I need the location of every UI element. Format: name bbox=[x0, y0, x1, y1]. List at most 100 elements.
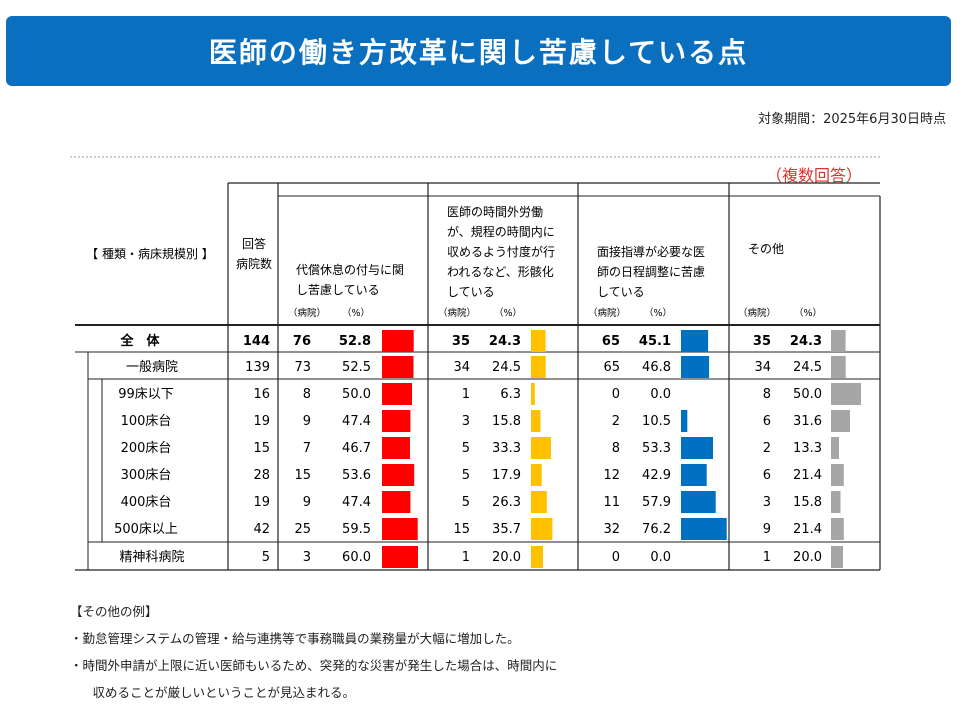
series4-bar bbox=[831, 464, 844, 486]
series4-percent: 50.0 bbox=[793, 387, 822, 402]
series1-count: 3 bbox=[303, 550, 311, 565]
series1-percent: 50.0 bbox=[342, 387, 371, 402]
series4-count: 34 bbox=[754, 360, 771, 375]
series3-bar bbox=[681, 464, 707, 486]
series3-count: 65 bbox=[603, 360, 620, 375]
unit-percent-col1: （%） bbox=[342, 307, 370, 319]
series4-count: 6 bbox=[763, 414, 771, 429]
row-label: 400床台 bbox=[121, 495, 172, 510]
multiple-answers-label: （複数回答） bbox=[766, 166, 863, 185]
notes-heading: 【その他の例】 bbox=[70, 604, 158, 619]
series3-count: 0 bbox=[612, 550, 620, 565]
series1-bar bbox=[382, 491, 411, 513]
series1-bar bbox=[382, 330, 414, 352]
respondent-count: 139 bbox=[245, 360, 270, 375]
dotted-divider bbox=[70, 156, 880, 158]
table-row: 99床以下 16 8 50.0 1 6.3 0 0.0 8 50.0 bbox=[118, 383, 861, 405]
table-row: 全 体 144 76 52.8 35 24.3 65 45.1 35 24.3 bbox=[119, 330, 846, 352]
series4-bar bbox=[831, 330, 846, 352]
series4-count: 1 bbox=[763, 550, 771, 565]
series3-count: 32 bbox=[603, 522, 620, 537]
series2-bar bbox=[531, 491, 547, 513]
series1-bar bbox=[382, 410, 411, 432]
count-header-line2: 病院数 bbox=[236, 256, 272, 271]
col3-header-line1: 面接指導が必要な医 bbox=[597, 244, 705, 259]
table-row: 精神科病院 5 3 60.0 1 20.0 0 0.0 1 20.0 bbox=[119, 546, 843, 568]
series4-bar bbox=[831, 437, 839, 459]
series3-bar bbox=[681, 330, 709, 352]
series2-percent: 6.3 bbox=[500, 387, 521, 402]
series1-percent: 47.4 bbox=[342, 495, 371, 510]
series1-count: 9 bbox=[303, 495, 311, 510]
series2-percent: 24.5 bbox=[492, 360, 521, 375]
notes-item-2: ・時間外申請が上限に近い医師もいるため、突発的な災害が発生した場合は、時間内に bbox=[70, 658, 558, 673]
series4-bar bbox=[831, 356, 846, 378]
series1-percent: 59.5 bbox=[342, 522, 371, 537]
series1-count: 25 bbox=[294, 522, 311, 537]
series1-percent: 46.7 bbox=[342, 441, 371, 456]
series3-count: 0 bbox=[612, 387, 620, 402]
other-examples: 【その他の例】 ・勤怠管理システムの管理・給与連携等で事務職員の業務量が大幅に増… bbox=[70, 598, 557, 706]
series4-percent: 31.6 bbox=[793, 414, 822, 429]
row-label: 500床以上 bbox=[114, 522, 178, 537]
series2-count: 35 bbox=[452, 334, 470, 349]
series1-percent: 60.0 bbox=[342, 550, 371, 565]
series2-percent: 20.0 bbox=[492, 550, 521, 565]
table-row: 400床台 19 9 47.4 5 26.3 11 57.9 3 15.8 bbox=[121, 491, 841, 513]
series2-percent: 26.3 bbox=[492, 495, 521, 510]
series2-count: 1 bbox=[462, 387, 470, 402]
row-label: 300床台 bbox=[121, 468, 172, 483]
series1-percent: 53.6 bbox=[342, 468, 371, 483]
series4-count: 2 bbox=[763, 441, 771, 456]
series4-bar bbox=[831, 491, 841, 513]
series2-bar bbox=[531, 437, 551, 459]
col2-header-line1: 医師の時間外労働 bbox=[447, 205, 543, 219]
series1-count: 76 bbox=[293, 334, 311, 349]
series4-bar bbox=[831, 383, 861, 405]
series3-bar bbox=[681, 356, 710, 378]
series2-percent: 35.7 bbox=[492, 522, 521, 537]
series2-bar bbox=[531, 383, 535, 405]
notes-item-1: ・勤怠管理システムの管理・給与連携等で事務職員の業務量が大幅に増加した。 bbox=[70, 631, 520, 646]
series2-count: 15 bbox=[453, 522, 470, 537]
series3-count: 11 bbox=[603, 495, 620, 510]
series3-count: 12 bbox=[603, 468, 620, 483]
series1-count: 73 bbox=[294, 360, 311, 375]
series1-percent: 47.4 bbox=[342, 414, 371, 429]
series2-percent: 24.3 bbox=[489, 334, 521, 349]
series1-bar bbox=[382, 437, 410, 459]
row-label: 精神科病院 bbox=[119, 550, 184, 565]
series4-count: 6 bbox=[763, 468, 771, 483]
row-label: 100床台 bbox=[121, 414, 172, 429]
series2-bar bbox=[531, 356, 546, 378]
respondent-count: 19 bbox=[253, 495, 270, 510]
series4-bar bbox=[831, 410, 850, 432]
series3-percent: 0.0 bbox=[650, 387, 671, 402]
series1-bar bbox=[382, 518, 418, 540]
respondent-count: 28 bbox=[253, 468, 270, 483]
series1-bar bbox=[382, 383, 412, 405]
row-label: 一般病院 bbox=[126, 359, 178, 375]
respondent-count: 19 bbox=[253, 414, 270, 429]
series4-percent: 24.5 bbox=[793, 360, 822, 375]
count-header-line1: 回答 bbox=[242, 236, 266, 251]
series3-percent: 53.3 bbox=[642, 441, 671, 456]
series4-count: 8 bbox=[763, 387, 771, 402]
series3-count: 8 bbox=[612, 441, 620, 456]
col2-header-line4: われるなど、形骸化 bbox=[447, 265, 554, 279]
series3-count: 2 bbox=[612, 414, 620, 429]
unit-percent-col2: （%） bbox=[494, 307, 522, 319]
unit-percent-col3: （%） bbox=[644, 307, 672, 319]
series4-percent: 20.0 bbox=[793, 550, 822, 565]
series3-count: 65 bbox=[602, 334, 620, 349]
series4-percent: 21.4 bbox=[793, 522, 822, 537]
series2-count: 34 bbox=[453, 360, 470, 375]
page-title: 医師の働き方改革に関し苦慮している点 bbox=[208, 36, 749, 69]
series1-count: 15 bbox=[294, 468, 311, 483]
row-label: 99床以下 bbox=[118, 387, 174, 402]
unit-hospitals-col4: （病院） bbox=[738, 307, 776, 319]
series3-bar bbox=[681, 437, 713, 459]
unit-hospitals-col3: （病院） bbox=[588, 307, 626, 319]
series2-count: 5 bbox=[462, 468, 470, 483]
respondent-count: 144 bbox=[243, 334, 270, 349]
